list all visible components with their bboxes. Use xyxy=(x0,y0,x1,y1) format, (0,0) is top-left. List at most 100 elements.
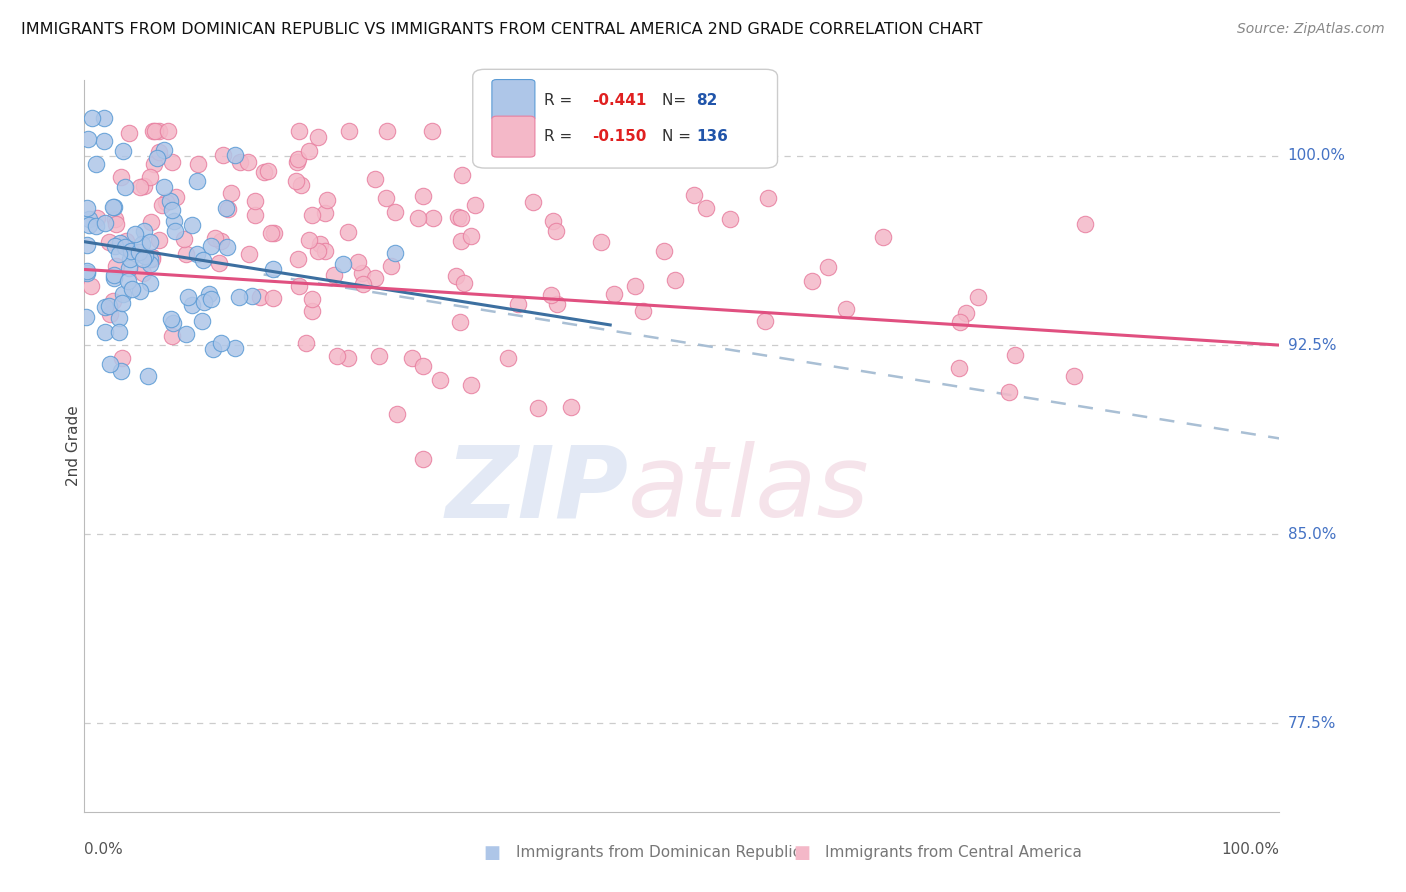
Point xyxy=(527,401,550,416)
Point xyxy=(364,171,387,186)
Text: N=: N= xyxy=(662,93,690,108)
Point xyxy=(229,155,252,169)
Point xyxy=(176,246,198,260)
Text: atlas: atlas xyxy=(628,442,870,539)
Point xyxy=(368,349,391,363)
Point xyxy=(1004,348,1026,362)
Point xyxy=(450,234,472,248)
Point xyxy=(252,165,274,179)
Point xyxy=(118,126,141,140)
Point xyxy=(191,314,214,328)
Text: R =: R = xyxy=(544,129,578,145)
Point xyxy=(285,174,308,188)
Point xyxy=(257,163,280,178)
Text: 0.0%: 0.0% xyxy=(84,842,124,857)
Point xyxy=(193,294,215,309)
Point xyxy=(128,244,150,259)
Point xyxy=(111,351,134,366)
Point xyxy=(100,358,122,372)
Point xyxy=(163,213,186,227)
Point xyxy=(103,271,125,285)
Point xyxy=(148,124,170,138)
Text: 85.0%: 85.0% xyxy=(1288,527,1336,541)
Point xyxy=(450,211,472,226)
Text: Immigrants from Dominican Republic: Immigrants from Dominican Republic xyxy=(516,846,801,860)
Point xyxy=(801,274,824,288)
Point xyxy=(522,194,544,209)
Point xyxy=(301,208,323,222)
Point xyxy=(496,351,519,365)
Point xyxy=(955,306,977,320)
Point xyxy=(76,266,98,280)
Point xyxy=(187,157,209,171)
Point xyxy=(108,235,131,250)
Point xyxy=(1063,369,1085,384)
Point xyxy=(224,148,246,162)
FancyBboxPatch shape xyxy=(492,79,534,120)
Point xyxy=(295,335,318,350)
Point xyxy=(146,151,169,165)
Point xyxy=(186,174,208,188)
Point xyxy=(200,239,222,253)
Point xyxy=(93,111,115,125)
Point xyxy=(337,226,360,240)
Point xyxy=(754,314,776,328)
Point xyxy=(453,277,475,291)
Point xyxy=(998,384,1021,399)
Point xyxy=(262,261,284,276)
Point xyxy=(307,244,329,259)
Point xyxy=(208,256,231,270)
Point xyxy=(204,231,226,245)
Point xyxy=(347,255,370,269)
Point xyxy=(108,311,131,326)
Point xyxy=(139,169,162,184)
Point xyxy=(589,235,612,250)
Point xyxy=(177,290,200,304)
Point xyxy=(412,359,434,373)
Point xyxy=(236,155,259,169)
Point xyxy=(139,257,162,271)
Point xyxy=(314,244,336,259)
Point xyxy=(173,232,195,246)
Point xyxy=(110,170,132,185)
FancyBboxPatch shape xyxy=(492,116,534,157)
Point xyxy=(835,301,858,316)
Point xyxy=(603,286,626,301)
Point xyxy=(84,157,107,171)
Point xyxy=(285,154,308,169)
Point xyxy=(364,271,387,285)
Text: ■: ■ xyxy=(793,844,810,862)
Point xyxy=(111,296,134,310)
Point xyxy=(301,304,323,318)
Point xyxy=(307,130,329,145)
Point xyxy=(872,230,894,244)
Point xyxy=(143,124,166,138)
Point xyxy=(301,293,323,307)
Point xyxy=(111,144,134,158)
Point xyxy=(298,144,321,158)
Text: ZIP: ZIP xyxy=(446,442,628,539)
Point xyxy=(94,216,117,230)
Point xyxy=(460,377,482,392)
Point xyxy=(186,246,208,260)
Point xyxy=(174,327,197,342)
Point xyxy=(464,198,486,212)
Point xyxy=(162,203,184,218)
Text: 77.5%: 77.5% xyxy=(1288,716,1336,731)
Point xyxy=(290,178,312,192)
Point xyxy=(121,282,143,296)
Point xyxy=(240,288,263,302)
Point xyxy=(181,218,204,232)
Point xyxy=(160,329,183,343)
Point xyxy=(406,211,429,225)
Point xyxy=(384,205,406,219)
Point xyxy=(131,236,153,251)
Point xyxy=(308,236,330,251)
Point xyxy=(429,373,451,387)
Point xyxy=(224,341,246,355)
Point xyxy=(134,249,156,263)
Point xyxy=(202,343,225,357)
Point xyxy=(967,290,990,304)
Text: R =: R = xyxy=(544,93,578,108)
Point xyxy=(103,200,125,214)
